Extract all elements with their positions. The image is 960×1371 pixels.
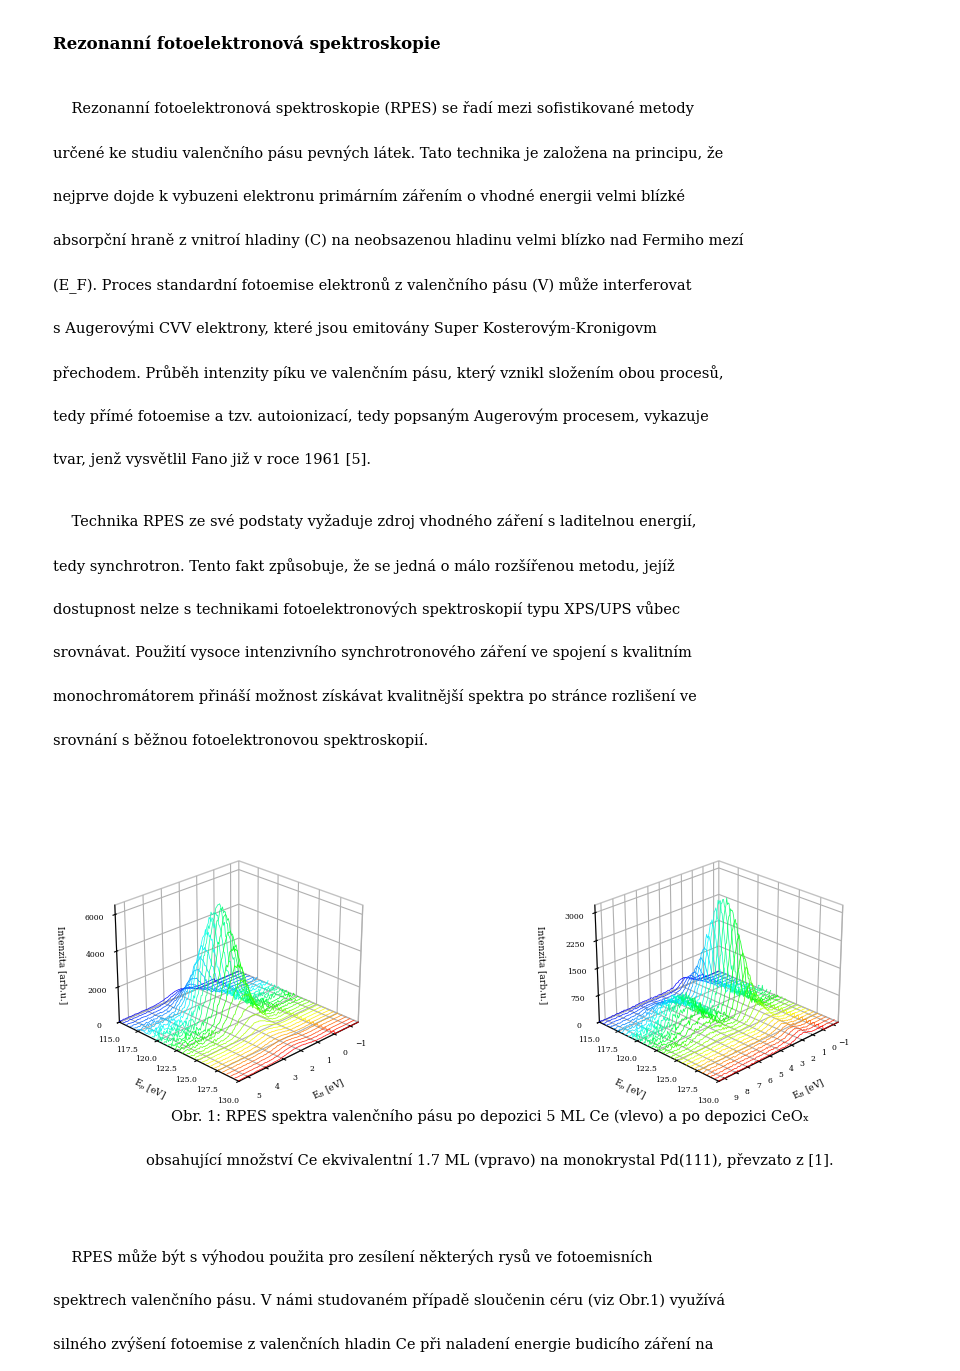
Text: RPES může být s výhodou použita pro zesílení některých rysů ve fotoemisních: RPES může být s výhodou použita pro zesí…: [53, 1249, 653, 1265]
Text: silného zvýšení fotoemise z valenčních hladin Ce při naladení energie budicího z: silného zvýšení fotoemise z valenčních h…: [53, 1337, 713, 1353]
Text: přechodem. Průběh intenzity píku ve valenčním pásu, který vznikl složením obou p: přechodem. Průběh intenzity píku ve vale…: [53, 365, 724, 381]
Text: (E_F). Proces standardní fotoemise elektronů z valenčního pásu (V) může interfer: (E_F). Proces standardní fotoemise elekt…: [53, 277, 691, 293]
Text: Rezonanní fotoelektronová spektroskopie (RPES) se řadí mezi sofistikované metody: Rezonanní fotoelektronová spektroskopie …: [53, 101, 694, 117]
Text: spektrech valenčního pásu. V námi studovaném případě sloučenin céru (viz Obr.1) : spektrech valenčního pásu. V námi studov…: [53, 1293, 725, 1308]
Text: srovnávat. Použití vysoce intenzivního synchrotronového záření ve spojení s kval: srovnávat. Použití vysoce intenzivního s…: [53, 646, 691, 661]
Text: tvar, jenž vysvětlil Fano již v roce 1961 [5].: tvar, jenž vysvětlil Fano již v roce 196…: [53, 452, 371, 468]
Text: nejprve dojde k vybuzeni elektronu primárním zářením o vhodné energii velmi blíz: nejprve dojde k vybuzeni elektronu primá…: [53, 189, 684, 204]
Text: s Augerovými CVV elektrony, které jsou emitovány Super Kosterovým-Kronigovm: s Augerovými CVV elektrony, které jsou e…: [53, 321, 657, 336]
Text: tedy synchrotron. Tento fakt způsobuje, že se jedná o málo rozšířenou metodu, je: tedy synchrotron. Tento fakt způsobuje, …: [53, 558, 675, 573]
Y-axis label: E$_p$ [eV]: E$_p$ [eV]: [131, 1076, 167, 1102]
Text: tedy přímé fotoemise a tzv. autoionizací, tedy popsaným Augerovým procesem, vyka: tedy přímé fotoemise a tzv. autoionizací…: [53, 409, 708, 424]
X-axis label: E$_B$ [eV]: E$_B$ [eV]: [791, 1076, 828, 1102]
Text: Obr. 1: RPES spektra valenčního pásu po depozici 5 ML Ce (vlevo) a po depozici C: Obr. 1: RPES spektra valenčního pásu po …: [171, 1109, 808, 1124]
Text: srovnání s běžnou fotoelektronovou spektroskopií.: srovnání s běžnou fotoelektronovou spekt…: [53, 733, 428, 749]
X-axis label: E$_B$ [eV]: E$_B$ [eV]: [311, 1076, 348, 1102]
Text: obsahující množství Ce ekvivalentní 1.7 ML (vpravo) na monokrystal Pd(111), přev: obsahující množství Ce ekvivalentní 1.7 …: [146, 1153, 833, 1168]
Y-axis label: E$_p$ [eV]: E$_p$ [eV]: [611, 1076, 647, 1102]
Text: monochromátorem přináší možnost získávat kvalitnější spektra po stránce rozlišen: monochromátorem přináší možnost získávat…: [53, 690, 697, 705]
Text: Technika RPES ze své podstaty vyžaduje zdroj vhodného záření s laditelnou energi: Technika RPES ze své podstaty vyžaduje z…: [53, 514, 696, 529]
Text: absorpční hraně z vnitroí hladiny (C) na neobsazenou hladinu velmi blízko nad Fe: absorpční hraně z vnitroí hladiny (C) na…: [53, 233, 743, 248]
Text: dostupnost nelze s technikami fotoelektronových spektroskopií typu XPS/UPS vůbec: dostupnost nelze s technikami fotoelektr…: [53, 602, 680, 617]
Text: určené ke studiu valenčního pásu pevných látek. Tato technika je založena na pri: určené ke studiu valenčního pásu pevných…: [53, 145, 723, 160]
Text: Rezonanní fotoelektronová spektroskopie: Rezonanní fotoelektronová spektroskopie: [53, 36, 441, 53]
